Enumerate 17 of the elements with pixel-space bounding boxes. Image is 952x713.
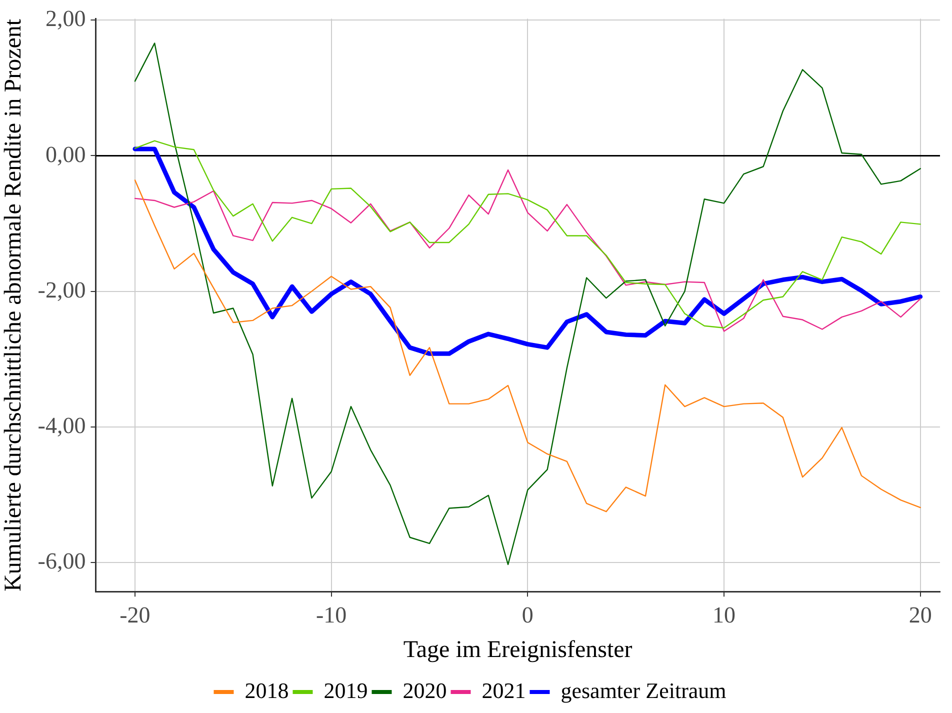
y-tick-label: -2,00 [38,277,86,302]
legend-label: gesamter Zeitraum [560,678,726,703]
x-tick-label: 0 [522,602,534,628]
legend-label: 2020 [402,678,447,703]
x-tick-label: -10 [316,602,347,628]
legend-label: 2021 [482,678,526,703]
y-tick-label: 2,00 [45,6,86,32]
x-tick-label: 20 [908,602,932,628]
x-tick-label: -20 [120,602,150,628]
y-tick-label: -6,00 [38,548,86,574]
legend-label: 2018 [244,678,289,703]
y-tick-label: -4,00 [38,412,86,438]
y-axis-title: Kumulierte durchschnittliche abnormale Rendite in Prozent [0,18,27,592]
x-axis-title: Tage im Ereignisfenster [403,636,632,663]
x-tick-label: 10 [712,602,736,628]
legend-label: 2019 [324,678,368,703]
y-tick-label: 0,00 [45,142,86,167]
